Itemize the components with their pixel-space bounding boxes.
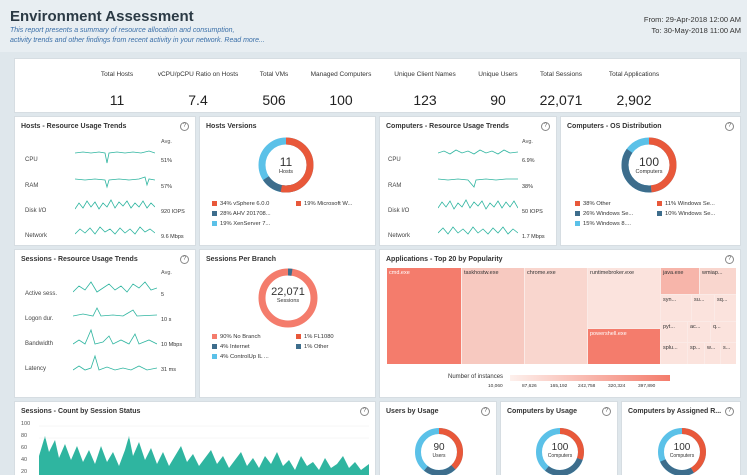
sessions-status-panel: Sessions - Count by Session Status ? 100… — [14, 401, 376, 475]
help-icon[interactable]: ? — [725, 255, 734, 264]
treemap-tile[interactable]: splu... — [661, 343, 687, 364]
help-icon[interactable]: ? — [481, 407, 490, 416]
cpu-sparkline — [75, 150, 155, 164]
computers-assigned-donut-center: 100 Computers — [669, 442, 695, 459]
legend-item: 15% Windows 8.... — [575, 221, 631, 227]
hosts-sparklines — [75, 150, 155, 235]
computers-assigned-donut — [658, 428, 706, 475]
kpi-summary: Total Hosts 11 vCPU/pCPU Ratio on Hosts 7.… — [14, 58, 741, 113]
users-usage-panel: Users by Usage ? 90 Users — [379, 401, 497, 475]
instances-gradient — [510, 375, 670, 381]
kpi-total-sessions: Total Sessions 22,071 — [539, 71, 583, 108]
network-sparkline — [75, 226, 155, 235]
kpi-total-hosts: Total Hosts 11 — [100, 71, 134, 108]
treemap-tile[interactable]: sq... — [715, 295, 736, 321]
kpi-total-vms: Total VMs 506 — [259, 71, 289, 108]
help-icon[interactable]: ? — [180, 255, 189, 264]
help-icon[interactable]: ? — [541, 122, 550, 131]
kpi-vcpu-ratio: vCPU/pCPU Ratio on Hosts 7.4 — [157, 71, 239, 108]
treemap-tile[interactable]: cmd.exe — [387, 268, 461, 364]
legend-item: 4% ControlUp IL ... — [212, 354, 269, 360]
treemap-tile[interactable]: powershell.exe — [588, 329, 660, 364]
help-icon[interactable]: ? — [360, 407, 369, 416]
kpi-managed-computers: Managed Computers 100 — [310, 71, 372, 108]
help-icon[interactable]: ? — [180, 122, 189, 131]
applications-treemap: cmd.exe taskhostw.exe chrome.exe runtime… — [387, 268, 736, 364]
users-donut-center: 90 Users — [432, 442, 446, 459]
legend-item: 38% Other — [575, 201, 611, 207]
treemap-tile[interactable]: s... — [721, 343, 736, 364]
legend-item: 34% vSphere 6.0.0 — [212, 201, 269, 207]
treemap-tile[interactable]: sp... — [688, 343, 704, 364]
sessions-branch-donut-center: 22,071 Sessions — [271, 286, 305, 304]
legend-item: 19% Microsoft W... — [296, 201, 352, 207]
treemap-tile[interactable]: su... — [692, 295, 714, 321]
treemap-tile[interactable]: q... — [711, 322, 736, 342]
treemap-tile[interactable]: taskhostw.exe — [462, 268, 524, 364]
legend-item: 28% AHV 201708... — [212, 211, 271, 217]
legend-item: 4% Internet — [212, 344, 250, 350]
users-donut — [415, 428, 463, 475]
computers-sparklines — [438, 149, 518, 235]
legend-item: 11% Windows Se... — [657, 201, 715, 207]
help-icon[interactable]: ? — [602, 407, 611, 416]
help-icon[interactable]: ? — [725, 407, 734, 416]
legend-item: 1% Other — [296, 344, 329, 350]
treemap-tile[interactable]: pyt... — [661, 322, 687, 342]
kpi-total-applications: Total Applications 2,902 — [608, 71, 660, 108]
applications-panel: Applications - Top 20 by Popularity ? cm… — [379, 249, 741, 398]
treemap-tile[interactable]: wmiap... — [700, 268, 736, 294]
treemap-tile[interactable]: chrome.exe — [525, 268, 587, 364]
ram-sparkline — [75, 176, 155, 189]
hosts-donut — [258, 137, 314, 193]
kpi-unique-client-names: Unique Client Names 123 — [394, 71, 456, 108]
date-range: From: 29-Apr-2018 12:00 AM To: 30-May-20… — [643, 15, 741, 35]
computers-trends-panel: Computers - Resource Usage Trends ? Avg.… — [379, 116, 557, 246]
sessions-status-area — [39, 425, 369, 475]
legend-item: 90% No Branch — [212, 334, 261, 340]
legend-item: 19% XenServer 7... — [212, 221, 270, 227]
disk-sparkline — [75, 199, 155, 210]
treemap-tile[interactable]: syn... — [661, 295, 691, 321]
sessions-sparklines — [73, 281, 157, 371]
hosts-donut-center: 11 Hosts — [278, 155, 294, 175]
computers-usage-panel: Computers by Usage ? 100 Computers — [500, 401, 618, 475]
computers-usage-donut-center: 100 Computers — [547, 442, 573, 459]
hosts-versions-panel: Hosts Versions 11 Hosts 34% vSphere 6.0.… — [199, 116, 376, 246]
sessions-branch-donut — [258, 268, 318, 328]
legend-item: 10% Windows Se... — [657, 211, 715, 217]
help-icon[interactable]: ? — [725, 122, 734, 131]
legend-item: 1% FL1080 — [296, 334, 334, 340]
read-more-link[interactable]: Read more... — [224, 37, 265, 44]
hosts-trends-panel: Hosts - Resource Usage Trends ? Avg. CPU… — [14, 116, 196, 246]
computers-assigned-panel: Computers by Assigned R... ? 100 Compute… — [621, 401, 741, 475]
computers-os-donut — [621, 137, 677, 193]
computers-os-panel: Computers - OS Distribution ? 100 Comput… — [560, 116, 741, 246]
treemap-tile[interactable]: java.exe — [661, 268, 699, 294]
page-title: Environment Assessment — [10, 8, 194, 25]
treemap-tile[interactable]: ac... — [688, 322, 710, 342]
treemap-tile[interactable]: runtimebroker.exe — [588, 268, 660, 328]
sessions-branch-panel: Sessions Per Branch 22,071 Sessions 90% … — [199, 249, 376, 398]
report-header: Environment Assessment This report prese… — [0, 0, 747, 52]
y-axis: 100 80 60 40 20 — [21, 421, 31, 475]
report-description: This report presents a summary of resour… — [10, 27, 265, 44]
computers-os-donut-center: 100 Computers — [635, 155, 663, 175]
legend-item: 26% Windows Se... — [575, 211, 633, 217]
sessions-trends-panel: Sessions - Resource Usage Trends ? Avg. … — [14, 249, 196, 398]
treemap-tile[interactable]: w... — [705, 343, 720, 364]
instances-legend-title: Number of instances — [448, 374, 504, 380]
kpi-unique-users: Unique Users 90 — [478, 71, 518, 108]
computers-usage-donut — [536, 428, 584, 475]
